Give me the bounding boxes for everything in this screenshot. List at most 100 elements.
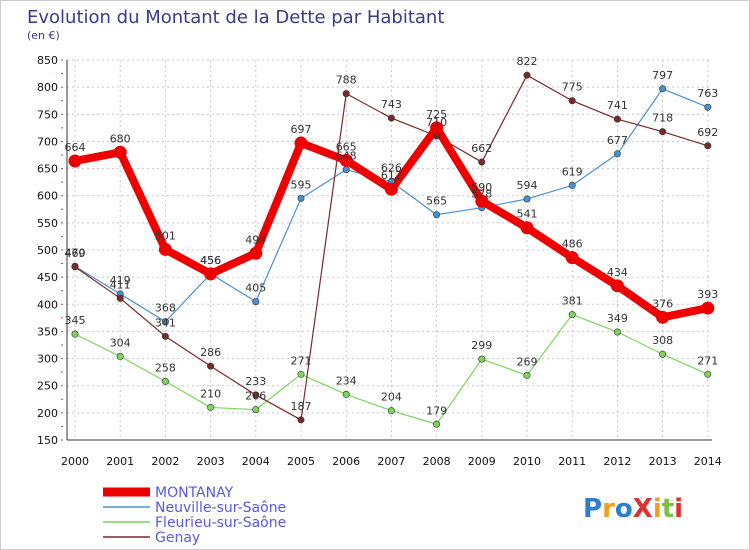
data-label-genay: 718 [652,112,673,125]
data-label-genay: 710 [426,116,447,129]
point-fleurieu-sur-saone [478,355,486,363]
data-label-fleurieu-sur-saone: 381 [562,295,583,308]
data-label-genay: 743 [381,98,402,111]
x-tick-label: 2006 [332,455,360,468]
data-label-fleurieu-sur-saone: 206 [245,390,266,403]
y-tick-label: 700 [37,135,58,148]
data-label-neuville-sur-saone: 619 [562,165,583,178]
data-label-fleurieu-sur-saone: 308 [652,334,673,347]
y-tick-label: 350 [37,325,58,338]
y-tick-label: 800 [37,81,58,94]
point-genay [161,332,169,340]
data-label-neuville-sur-saone: 578 [471,188,492,201]
data-label-montanay: 541 [517,208,538,221]
point-genay [116,294,124,302]
point-montanay [430,121,444,135]
data-label-neuville-sur-saone: 763 [697,87,718,100]
data-label-neuville-sur-saone: 470 [65,246,86,259]
legend-label-montanay: MONTANAY [155,485,234,501]
data-label-fleurieu-sur-saone: 179 [426,404,447,417]
data-label-montanay: 393 [697,288,718,301]
logo-letter: r [602,494,615,524]
logo-letter: X [633,494,653,524]
point-montanay [475,194,489,208]
data-label-fleurieu-sur-saone: 299 [471,339,492,352]
data-label-genay: 741 [607,99,628,112]
point-genay [523,71,531,79]
x-tick-label: 2001 [106,455,134,468]
point-genay [659,128,667,136]
x-tick-label: 2013 [649,455,677,468]
legend: MONTANAYNeuville-sur-SaôneFleurieu-sur-S… [103,485,286,546]
data-label-genay: 788 [336,74,357,87]
data-label-neuville-sur-saone: 456 [200,254,221,267]
data-label-montanay: 501 [155,229,176,242]
data-label-montanay: 697 [291,123,312,136]
y-tick-label: 300 [37,353,58,366]
data-label-neuville-sur-saone: 677 [607,134,628,147]
point-neuville-sur-saone [704,103,712,111]
point-fleurieu-sur-saone [71,330,79,338]
x-tick-label: 2014 [694,455,722,468]
data-label-neuville-sur-saone: 595 [291,178,312,191]
data-label-neuville-sur-saone: 419 [110,274,131,287]
x-tick-label: 2005 [287,455,315,468]
logo-letter: t [662,494,674,524]
y-tick-label: 850 [37,54,58,67]
y-tick-label: 150 [37,434,58,447]
data-label-montanay: 665 [336,140,357,153]
data-label-montanay: 456 [200,254,221,267]
data-label-fleurieu-sur-saone: 258 [155,361,176,374]
point-montanay [68,154,82,168]
point-fleurieu-sur-saone [613,328,621,336]
data-label-montanay: 376 [652,297,673,310]
point-fleurieu-sur-saone [252,406,260,414]
chart-title: Evolution du Montant de la Dette par Hab… [27,7,444,28]
data-label-genay: 822 [517,55,538,68]
y-tick-label: 550 [37,217,58,230]
x-tick-label: 2009 [468,455,496,468]
data-label-neuville-sur-saone: 594 [517,179,538,192]
data-label-montanay: 486 [562,238,583,251]
point-montanay [158,242,172,256]
point-genay [704,142,712,150]
point-genay [613,115,621,123]
point-fleurieu-sur-saone [161,377,169,385]
point-neuville-sur-saone [161,318,169,326]
logo-letter: i [653,494,662,524]
data-label-montanay: 680 [110,132,131,145]
data-label-fleurieu-sur-saone: 304 [110,336,131,349]
data-label-genay: 233 [245,375,266,388]
y-tick-label: 750 [37,108,58,121]
point-montanay [249,246,263,260]
point-fleurieu-sur-saone [523,371,531,379]
logo-text: ProXiti [583,494,683,524]
data-label-neuville-sur-saone: 648 [336,150,357,163]
y-tick-label: 450 [37,271,58,284]
data-label-genay: 662 [471,142,492,155]
data-label-fleurieu-sur-saone: 210 [200,387,221,400]
point-genay [207,362,215,370]
data-label-fleurieu-sur-saone: 234 [336,374,357,387]
proxiti-logo: ProXiti [583,494,683,524]
y-tick-label: 650 [37,163,58,176]
data-label-genay: 286 [200,346,221,359]
data-label-genay: 775 [562,81,583,94]
logo-letter: P [583,494,602,524]
point-neuville-sur-saone [297,194,305,202]
y-tick-label: 600 [37,190,58,203]
point-genay [568,97,576,105]
axes: 150 200 250 300 350 400 450 500 550 600 650 700 750 8… [37,54,722,468]
point-fleurieu-sur-saone [297,370,305,378]
data-label-neuville-sur-saone: 405 [245,282,266,295]
y-tick-label: 400 [37,298,58,311]
point-fleurieu-sur-saone [433,420,441,428]
x-tick-label: 2008 [423,455,451,468]
x-tick-label: 2007 [377,455,405,468]
data-label-montanay: 725 [426,108,447,121]
point-fleurieu-sur-saone [568,311,576,319]
point-montanay [339,153,353,167]
point-fleurieu-sur-saone [116,352,124,360]
x-tick-label: 2000 [61,455,89,468]
